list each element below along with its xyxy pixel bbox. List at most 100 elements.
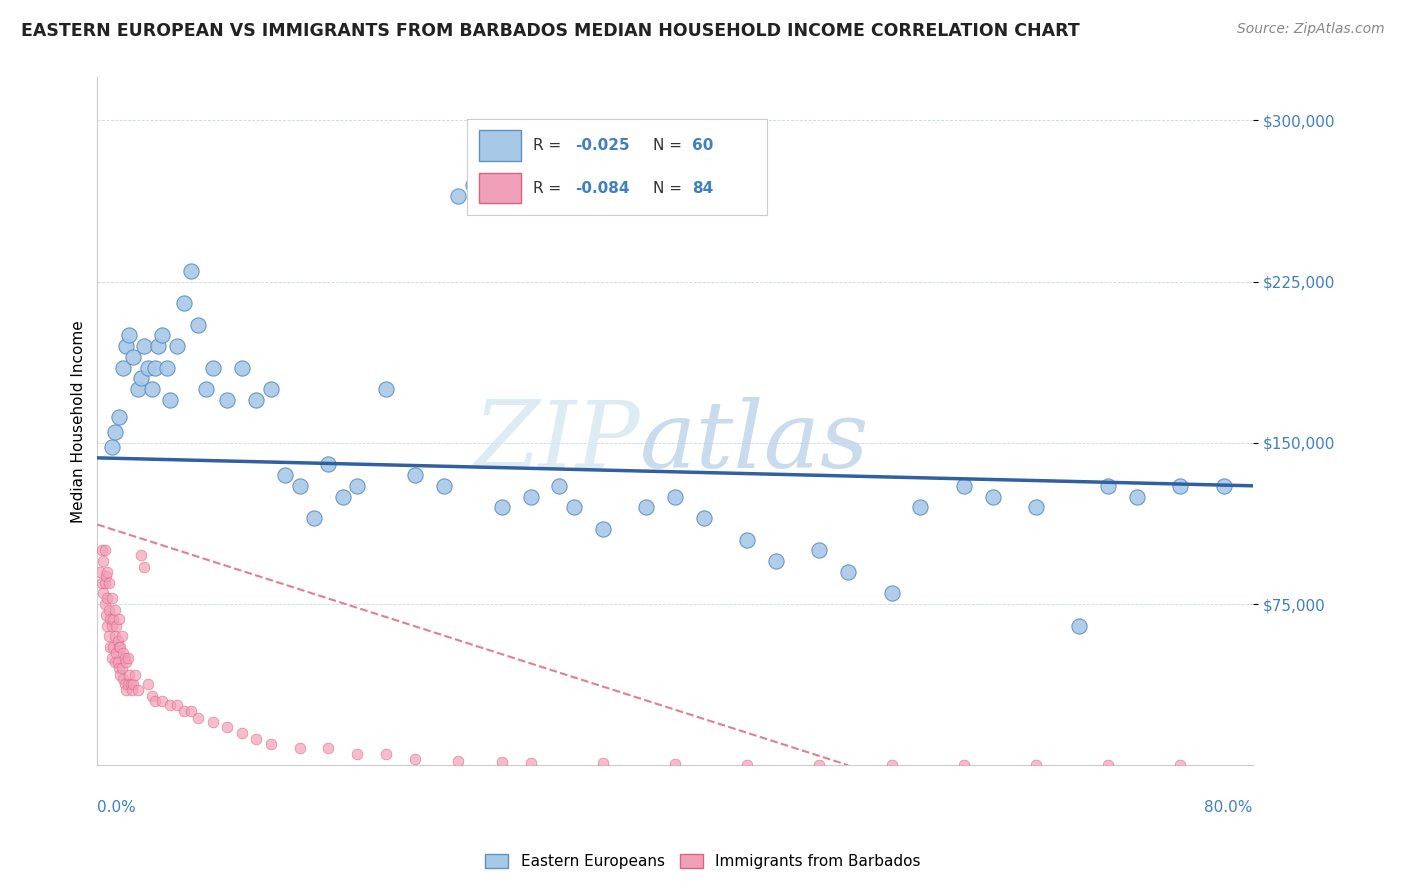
Point <box>108 640 131 654</box>
Point <box>107 633 129 648</box>
Point <box>104 655 127 669</box>
Point <box>910 500 932 515</box>
Point <box>166 339 188 353</box>
Point <box>259 382 281 396</box>
Point <box>735 757 758 772</box>
Point <box>332 490 354 504</box>
Point <box>101 618 124 632</box>
Point <box>201 715 224 730</box>
Point <box>180 264 202 278</box>
Point <box>98 612 121 626</box>
Point <box>173 296 195 310</box>
Point <box>562 500 585 515</box>
Point <box>491 500 513 515</box>
Point <box>117 676 139 690</box>
Point <box>91 554 114 568</box>
Point <box>96 565 118 579</box>
Point <box>129 371 152 385</box>
Point <box>404 752 426 766</box>
Point <box>274 468 297 483</box>
Point <box>808 543 831 558</box>
Point <box>404 468 426 483</box>
Point <box>837 565 859 579</box>
Point <box>93 597 115 611</box>
Point <box>104 629 127 643</box>
Point <box>122 676 145 690</box>
Point <box>231 360 253 375</box>
Point <box>90 543 112 558</box>
Point <box>952 479 974 493</box>
Point <box>114 676 136 690</box>
Point <box>194 382 217 396</box>
Point <box>1097 479 1119 493</box>
Point <box>120 676 142 690</box>
Point <box>97 575 120 590</box>
Point <box>117 650 139 665</box>
Point <box>96 591 118 605</box>
Point <box>111 661 134 675</box>
Point <box>461 178 484 192</box>
Point <box>101 650 124 665</box>
Point <box>112 672 135 686</box>
Point <box>288 741 311 756</box>
Point <box>121 683 143 698</box>
Point <box>173 705 195 719</box>
Point <box>231 726 253 740</box>
Point <box>118 328 141 343</box>
Point <box>94 569 117 583</box>
Point <box>765 554 787 568</box>
Point <box>447 754 470 768</box>
Text: ZIP: ZIP <box>474 397 640 487</box>
Text: EASTERN EUROPEAN VS IMMIGRANTS FROM BARBADOS MEDIAN HOUSEHOLD INCOME CORRELATION: EASTERN EUROPEAN VS IMMIGRANTS FROM BARB… <box>21 22 1080 40</box>
Point <box>97 629 120 643</box>
Point <box>1025 500 1047 515</box>
Point <box>302 511 325 525</box>
Point <box>318 741 340 756</box>
Point <box>93 575 115 590</box>
Point <box>166 698 188 712</box>
Point <box>108 410 131 425</box>
Point <box>808 757 831 772</box>
Point <box>433 479 456 493</box>
Point <box>187 711 209 725</box>
Point <box>101 591 124 605</box>
Point <box>115 655 138 669</box>
Point <box>108 661 131 675</box>
Point <box>104 603 127 617</box>
Point <box>636 500 658 515</box>
Point <box>115 339 138 353</box>
Point <box>112 647 135 661</box>
Point <box>141 382 163 396</box>
Point <box>201 360 224 375</box>
Point <box>89 565 111 579</box>
Point <box>110 668 132 682</box>
Point <box>104 425 127 439</box>
Point <box>93 543 115 558</box>
Point <box>132 560 155 574</box>
Point <box>141 690 163 704</box>
Point <box>1212 479 1234 493</box>
Point <box>318 458 340 472</box>
Point <box>1170 758 1192 772</box>
Y-axis label: Median Household Income: Median Household Income <box>72 320 86 523</box>
Point <box>150 328 173 343</box>
Point <box>143 694 166 708</box>
Point <box>592 522 614 536</box>
Point <box>664 757 686 772</box>
Point <box>1025 758 1047 772</box>
Point <box>180 705 202 719</box>
Point <box>97 603 120 617</box>
Text: atlas: atlas <box>640 397 870 487</box>
Point <box>1126 490 1149 504</box>
Point <box>105 618 128 632</box>
Point <box>96 618 118 632</box>
Point <box>217 719 239 733</box>
Point <box>245 392 267 407</box>
Point <box>519 490 541 504</box>
Point <box>122 350 145 364</box>
Point <box>105 647 128 661</box>
Point <box>156 360 179 375</box>
Point <box>592 756 614 771</box>
Point <box>111 629 134 643</box>
Point <box>375 382 398 396</box>
